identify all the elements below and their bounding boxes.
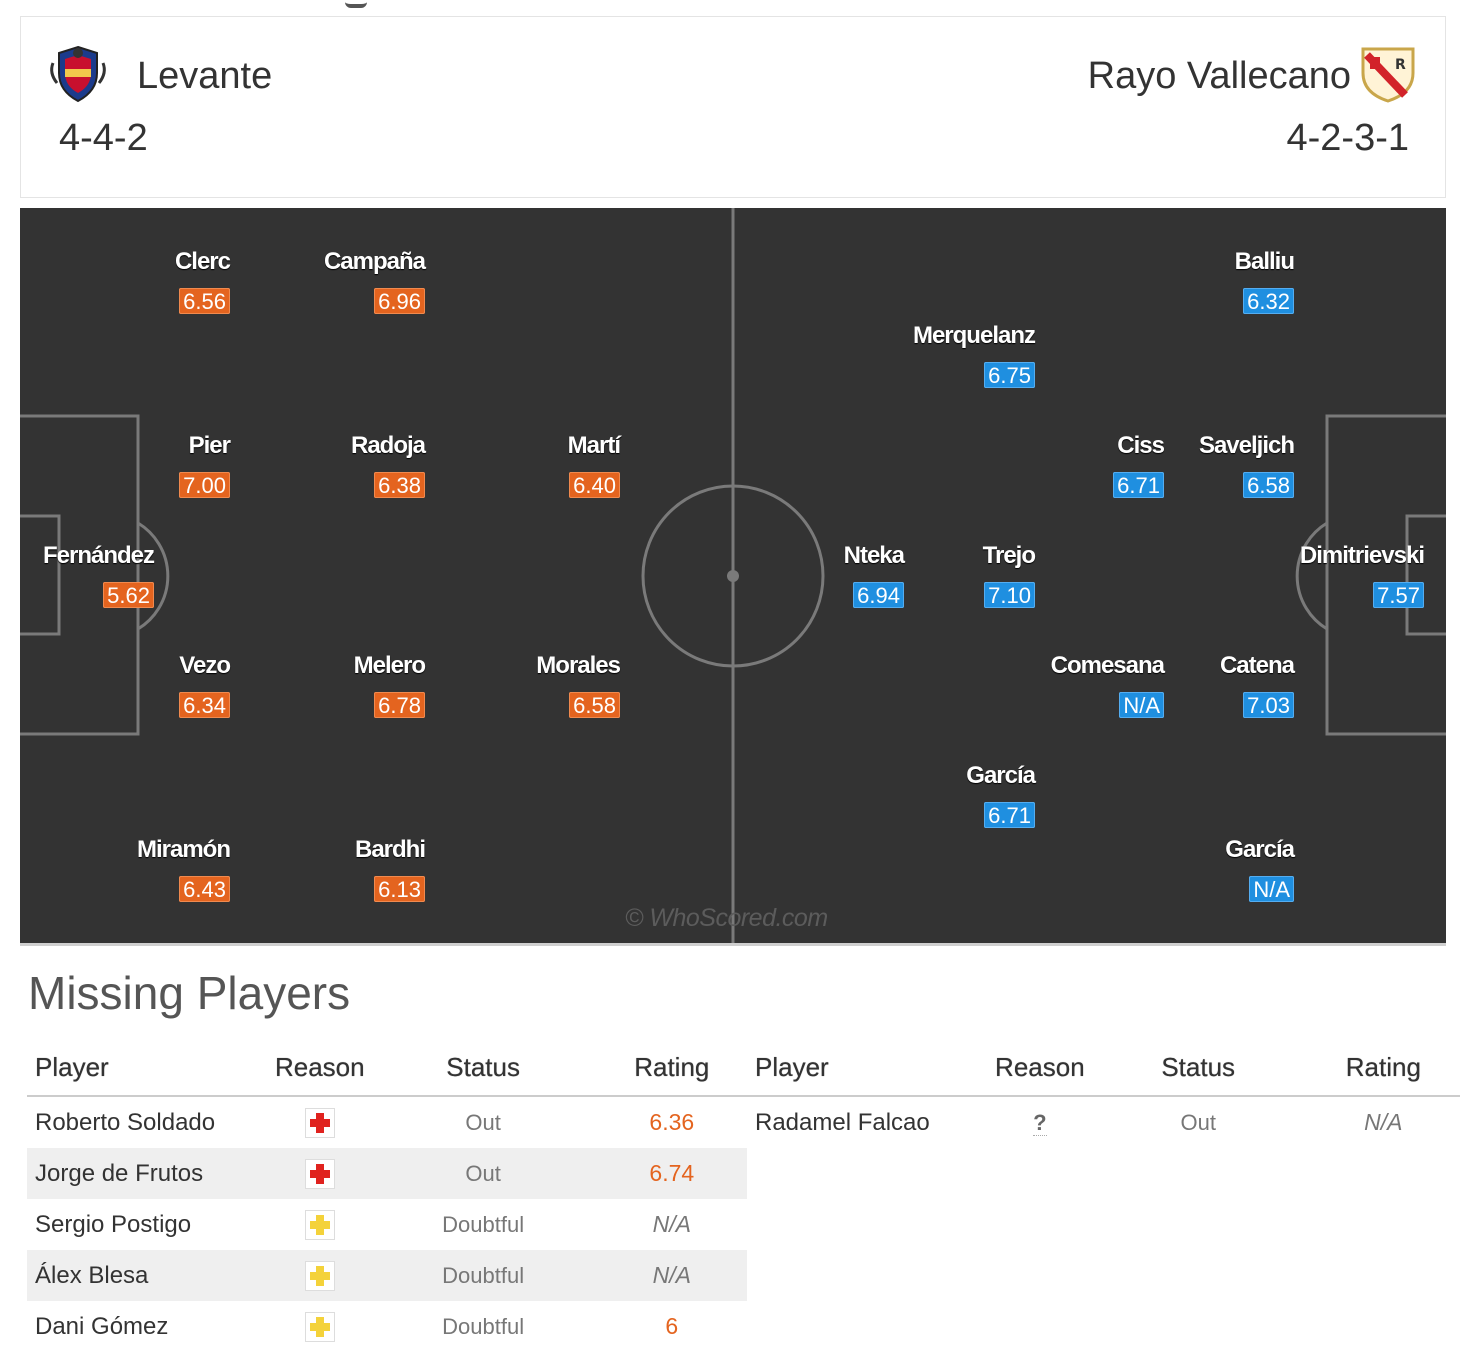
player-rating: 6.58 — [569, 692, 620, 718]
rayo-vallecano-crest-icon[interactable]: R — [1357, 43, 1419, 105]
player-name: Vezo — [179, 652, 231, 679]
player-name: Clerc — [174, 248, 231, 275]
cropped-text-fragment — [345, 0, 367, 8]
pitch-markings — [20, 208, 1446, 943]
player-name: García — [1225, 836, 1295, 863]
column-header-player[interactable]: Player — [747, 1040, 990, 1097]
player-rating: 7.03 — [1243, 692, 1294, 718]
player-name: Melero — [353, 652, 426, 679]
player-rating: 6.94 — [853, 582, 904, 608]
player-rating: 6.13 — [374, 876, 425, 902]
player-rating: 6.43 — [179, 876, 230, 902]
away-team-name[interactable]: Rayo Vallecano — [1087, 55, 1351, 97]
player-rating: 7.10 — [984, 582, 1035, 608]
missing-player-rating: N/A — [652, 1261, 691, 1288]
column-header-rating[interactable]: Rating — [596, 1040, 747, 1097]
player-rating: 6.96 — [374, 288, 425, 314]
player-name: Bardhi — [354, 836, 426, 863]
missing-player-status: Out — [369, 1148, 597, 1199]
missing-player-name[interactable]: Sergio Postigo — [35, 1210, 192, 1238]
table-row: Álex Blesa Doubtful N/A — [27, 1250, 747, 1301]
player-rating: 6.40 — [569, 472, 620, 498]
player-rating: 5.62 — [103, 582, 154, 608]
player-name: Comesana — [1050, 652, 1165, 679]
player-name: Fernández — [42, 542, 155, 569]
player-name: Miramón — [136, 836, 231, 863]
missing-player-status: Doubtful — [369, 1250, 597, 1301]
away-missing-players-table: Player Reason Status Rating Radamel Falc… — [747, 1040, 1460, 1148]
missing-player-name[interactable]: Álex Blesa — [27, 1250, 270, 1301]
table-row: Jorge de Frutos Out 6.74 — [27, 1148, 747, 1199]
away-formation: 4-2-3-1 — [1286, 117, 1410, 159]
column-header-reason[interactable]: Reason — [989, 1040, 1090, 1097]
levante-crest-icon[interactable] — [47, 43, 109, 105]
missing-player-name[interactable]: Jorge de Frutos — [27, 1148, 270, 1199]
player-rating: N/A — [1119, 692, 1164, 718]
missing-player-rating: 6 — [665, 1312, 679, 1339]
injury-red-cross-icon[interactable] — [304, 1158, 335, 1189]
doubtful-yellow-cross-icon[interactable] — [304, 1209, 335, 1240]
table-row: Dani Gómez Doubtful 6 — [27, 1301, 747, 1352]
player-name: Martí — [567, 432, 621, 459]
player-rating: 6.34 — [179, 692, 230, 718]
home-team-name[interactable]: Levante — [137, 55, 273, 97]
missing-player-rating: 6.36 — [649, 1108, 695, 1135]
player-name: Radoja — [350, 432, 426, 459]
player-name: Trejo — [982, 542, 1036, 569]
doubtful-yellow-cross-icon[interactable] — [304, 1311, 335, 1342]
player-rating: 6.71 — [1113, 472, 1164, 498]
home-missing-players-table: Player Reason Status Rating Roberto Sold… — [27, 1040, 747, 1352]
missing-player-status: Doubtful — [442, 1313, 525, 1339]
missing-player-rating: N/A — [652, 1210, 691, 1237]
player-rating: 6.58 — [1243, 472, 1294, 498]
missing-player-name[interactable]: Roberto Soldado — [35, 1108, 216, 1136]
player-name: Saveljich — [1198, 432, 1295, 459]
home-formation: 4-4-2 — [59, 117, 148, 159]
column-header-reason[interactable]: Reason — [269, 1040, 370, 1097]
column-header-player[interactable]: Player — [27, 1040, 270, 1097]
missing-player-rating: N/A — [1364, 1108, 1403, 1135]
svg-text:R: R — [1395, 57, 1406, 73]
player-rating: 6.75 — [984, 362, 1035, 388]
player-name: Balliu — [1234, 248, 1295, 275]
player-name: Morales — [536, 652, 621, 679]
player-name: Ciss — [1117, 432, 1165, 459]
table-row: Radamel Falcao ? Out N/A — [747, 1096, 1460, 1148]
missing-player-name[interactable]: Radamel Falcao — [755, 1108, 930, 1136]
player-name: Campaña — [323, 248, 426, 275]
column-header-status[interactable]: Status — [1089, 1040, 1307, 1097]
top-strip — [20, 0, 1446, 16]
whoscored-watermark: © WhoScored.com — [625, 904, 828, 932]
player-rating: 6.38 — [374, 472, 425, 498]
player-name: García — [966, 762, 1036, 789]
missing-player-name[interactable]: Dani Gómez — [35, 1312, 169, 1340]
team-header-card: Levante 4-4-2 Rayo Vallecano R 4-2-3-1 — [20, 16, 1446, 198]
player-rating: 6.78 — [374, 692, 425, 718]
player-name: Nteka — [843, 542, 905, 569]
missing-player-status: Out — [465, 1109, 501, 1135]
player-rating: 6.56 — [179, 288, 230, 314]
player-rating: 6.32 — [1243, 288, 1294, 314]
player-name: Merquelanz — [912, 322, 1036, 349]
player-name: Dimitrievski — [1299, 542, 1425, 569]
player-rating: 7.00 — [179, 472, 230, 498]
doubtful-yellow-cross-icon[interactable] — [304, 1260, 335, 1291]
player-rating: 7.57 — [1373, 582, 1424, 608]
table-row: Sergio Postigo Doubtful N/A — [27, 1199, 747, 1250]
missing-player-rating: 6.74 — [649, 1159, 695, 1186]
player-rating: N/A — [1249, 876, 1294, 902]
column-header-status[interactable]: Status — [369, 1040, 597, 1097]
missing-player-status: Out — [1180, 1109, 1216, 1135]
missing-players-title: Missing Players — [28, 967, 351, 1019]
pitch: Clerc 6.56 Campaña 6.96 Pier 7.00 Radoja 6.3… — [20, 208, 1446, 946]
column-header-rating[interactable]: Rating — [1306, 1040, 1460, 1097]
player-rating: 6.71 — [984, 802, 1035, 828]
player-name: Pier — [188, 432, 231, 459]
unknown-reason-icon[interactable]: ? — [1033, 1109, 1047, 1136]
player-name: Catena — [1219, 652, 1295, 679]
table-row: Roberto Soldado Out 6.36 — [27, 1096, 747, 1148]
injury-red-cross-icon[interactable] — [304, 1107, 335, 1138]
missing-player-status: Doubtful — [442, 1211, 525, 1237]
